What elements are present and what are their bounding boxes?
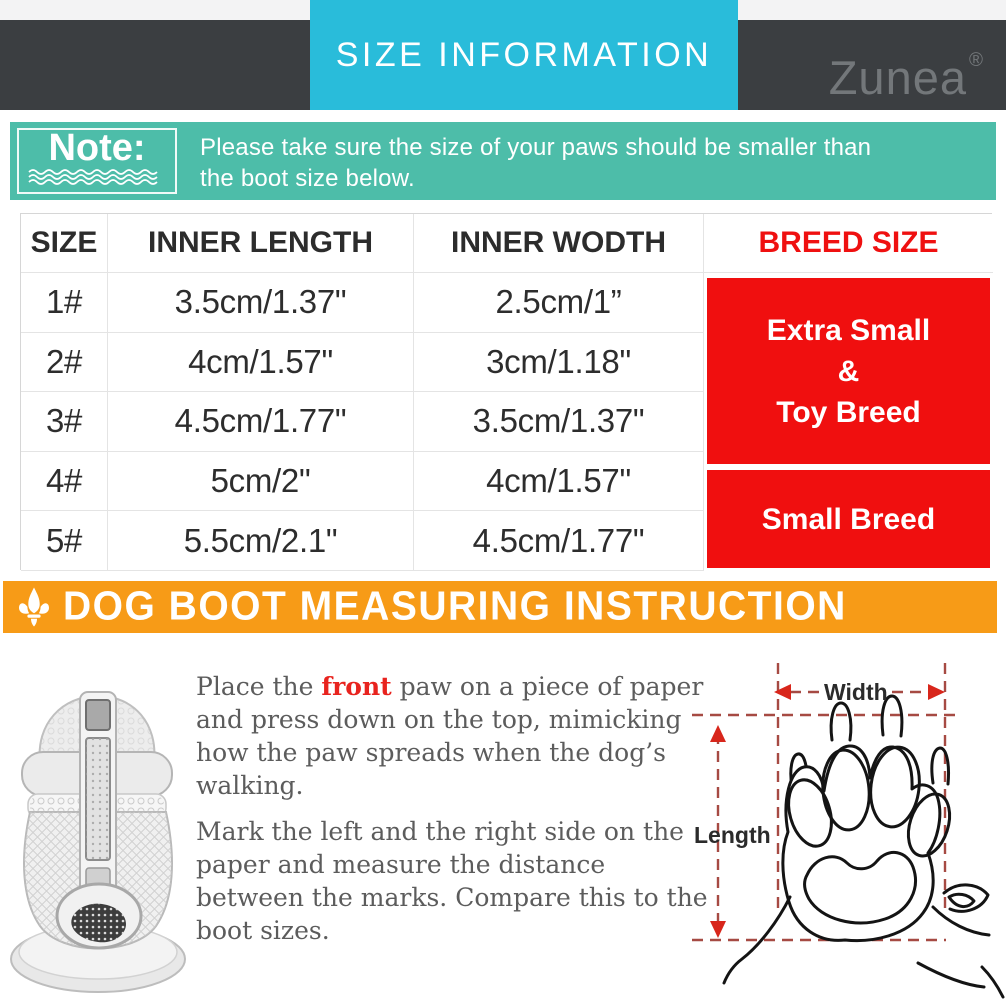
table-cell-size: 3# — [21, 392, 108, 452]
table-cell-width: 3.5cm/1.37" — [414, 392, 704, 452]
table-cell-size: 5# — [21, 511, 108, 571]
instruction-text: Place the front paw on a piece of paper … — [196, 670, 718, 947]
page-title: SIZE INFORMATION — [335, 35, 713, 74]
width-label: Width — [824, 679, 888, 705]
table-cell-width: 4.5cm/1.77" — [414, 511, 704, 571]
column-header-inner-width: INNER WODTH — [414, 214, 704, 273]
instruction-step-2: Mark the left and the right side on the … — [196, 817, 708, 945]
table-cell-width: 2.5cm/1” — [414, 273, 704, 333]
breed-group-small: Small Breed — [707, 470, 990, 568]
paw-measuring-diagram — [692, 663, 1005, 999]
note-banner: Note: Please take sure the size of your … — [10, 122, 996, 200]
size-table: SIZE INNER LENGTH INNER WODTH BREED SIZE… — [20, 213, 993, 571]
note-label-box: Note: — [17, 128, 177, 194]
breed-group-extra-small: Extra Small & Toy Breed — [707, 278, 990, 464]
column-header-size: SIZE — [21, 214, 108, 273]
wavy-underline-icon — [28, 169, 158, 185]
dog-boot-photo — [10, 691, 186, 993]
length-label: Length — [694, 822, 771, 848]
table-cell-width: 3cm/1.18" — [414, 332, 704, 393]
table-cell-size: 1# — [21, 273, 108, 333]
table-cell-length: 3.5cm/1.37" — [108, 273, 414, 333]
title-banner: SIZE INFORMATION — [310, 0, 738, 110]
table-cell-length: 4cm/1.57" — [108, 332, 414, 393]
step1-before: Place the — [196, 672, 322, 701]
breed-size-column: Extra Small & Toy Breed Small Breed — [704, 273, 993, 571]
table-cell-length: 4.5cm/1.77" — [108, 392, 414, 452]
step1-after: paw on a piece of paper and press down o… — [196, 672, 704, 800]
column-header-breed-size: BREED SIZE — [704, 214, 993, 273]
instruction-step-1: Place the front paw on a piece of paper … — [196, 670, 718, 802]
table-cell-length: 5cm/2" — [108, 451, 414, 512]
brand-logo: Zunea ® — [829, 50, 984, 105]
note-label: Note: — [48, 127, 146, 169]
brand-name: Zunea — [828, 51, 967, 104]
table-cell-width: 4cm/1.57" — [414, 451, 704, 512]
front-highlight: front — [321, 672, 392, 701]
table-cell-length: 5.5cm/2.1" — [108, 511, 414, 571]
column-header-inner-length: INNER LENGTH — [108, 214, 414, 273]
measuring-banner-title: DOG BOOT MEASURING INSTRUCTION — [63, 583, 847, 630]
note-text: Please take sure the size of your paws s… — [200, 134, 872, 192]
table-cell-size: 4# — [21, 451, 108, 512]
fleur-de-lis-icon — [19, 587, 49, 627]
measuring-banner: DOG BOOT MEASURING INSTRUCTION — [3, 581, 997, 633]
table-cell-size: 2# — [21, 332, 108, 393]
registered-mark: ® — [969, 50, 984, 71]
